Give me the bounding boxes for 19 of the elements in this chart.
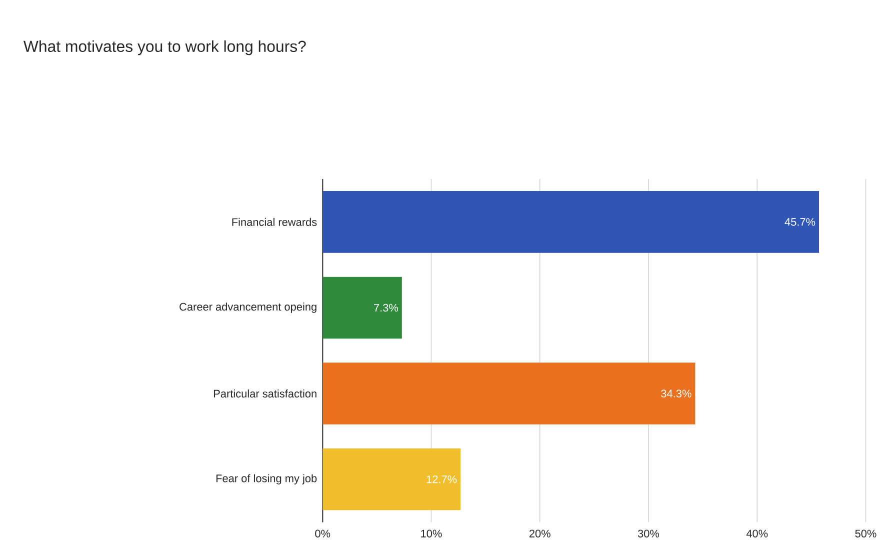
x-tick-label: 30% <box>638 530 660 538</box>
data-label: 45.7% <box>784 218 816 226</box>
bar <box>322 191 820 253</box>
text: What motivates you to work long hours? <box>23 40 306 56</box>
y-tick-label: Particular satisfaction <box>214 390 316 398</box>
x-tick-label: 10% <box>421 530 442 538</box>
bar <box>322 362 696 425</box>
y-tick-label: Fear of losing my job <box>216 474 317 485</box>
y-tick-label: Career advancement opeing <box>180 302 316 313</box>
x-tick-label: 50% <box>855 530 876 538</box>
bar <box>322 276 402 339</box>
data-label: 34.3% <box>661 390 692 398</box>
x-tick-label: 40% <box>746 530 768 538</box>
bar <box>322 448 461 510</box>
x-tick-label: 0% <box>315 530 330 538</box>
data-label: 12.7% <box>426 476 457 484</box>
x-tick-label: 20% <box>529 530 550 538</box>
data-label: 7.3% <box>374 304 398 312</box>
y-tick-label: Financial rewards <box>232 218 317 226</box>
